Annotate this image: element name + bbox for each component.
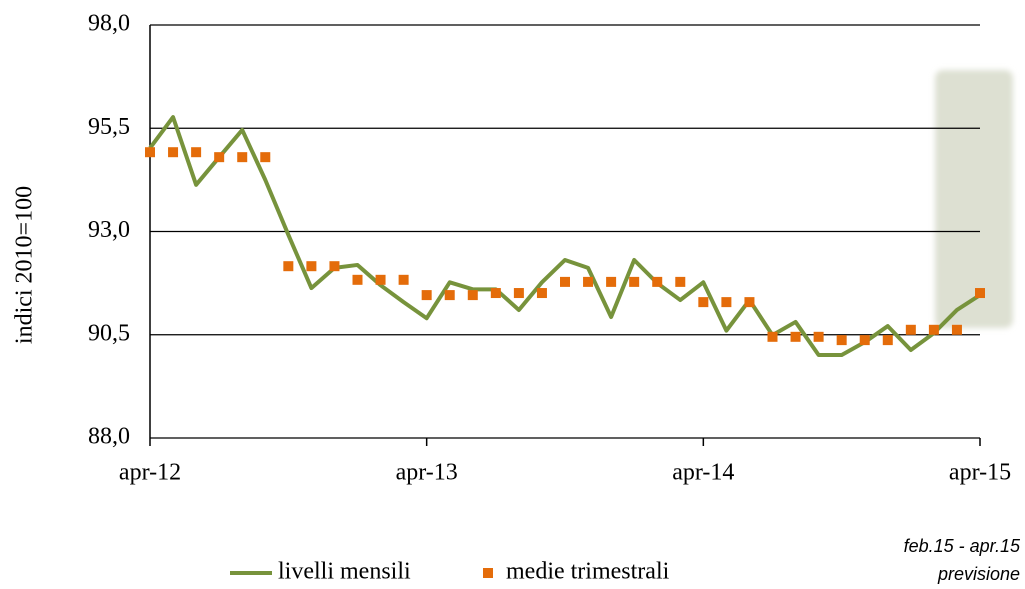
y-tick-label: 98,0 [88,11,130,37]
marker [329,261,340,272]
marker [513,288,524,299]
marker [145,147,155,158]
marker [237,152,248,163]
marker [652,276,663,287]
x-tick-label: apr-12 [119,460,181,486]
legend-label: medie trimestrali [506,559,670,585]
legend-label: livelli mensili [278,559,411,585]
x-tick-label: apr-15 [949,460,1011,486]
marker [606,276,617,287]
marker [283,261,294,272]
y-axis-label: indici 2010=100 [12,186,38,344]
marker [836,335,847,346]
marker [444,290,455,301]
marker [767,331,778,342]
forecast-band [935,70,1013,328]
marker [975,288,985,299]
marker [721,297,732,308]
marker [536,288,547,299]
x-tick-label: apr-14 [672,460,734,486]
marker [467,290,478,301]
marker [191,147,202,158]
marker [790,331,801,342]
series-line [148,115,982,357]
marker [560,276,570,287]
y-tick-label: 88,0 [88,424,130,450]
annotation: previsione [937,564,1020,584]
y-tick-label: 93,0 [88,217,130,243]
marker [813,331,824,342]
marker [882,335,893,346]
marker [306,261,317,272]
marker [214,152,225,163]
y-tick-label: 90,5 [88,320,130,346]
legend-swatch [483,568,493,578]
marker [859,335,870,346]
x-tick-label: apr-13 [396,460,458,486]
marker [698,297,709,308]
marker [398,274,409,285]
annotation: feb.15 - apr.15 [904,536,1021,556]
marker [951,324,962,335]
marker [375,274,386,285]
marker [744,297,755,308]
marker [421,290,432,301]
marker [905,324,916,335]
marker [675,276,686,287]
marker [629,276,640,287]
marker [260,152,271,163]
marker [583,276,594,287]
marker [490,288,501,299]
y-tick-label: 95,5 [88,114,130,140]
marker [352,274,363,285]
marker [168,147,179,158]
marker [928,324,939,335]
